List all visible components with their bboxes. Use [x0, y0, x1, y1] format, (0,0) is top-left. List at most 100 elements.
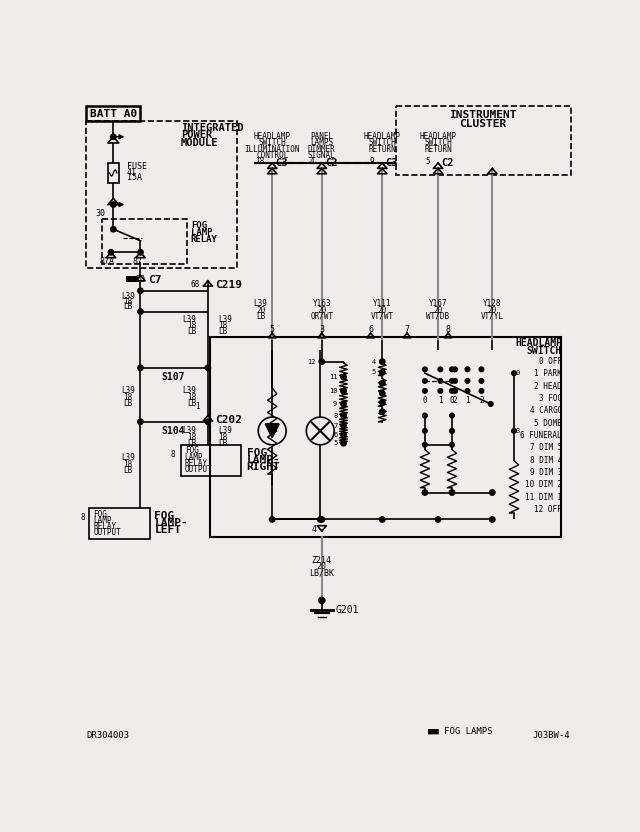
Circle shape: [511, 428, 516, 433]
Text: CONTROL: CONTROL: [256, 151, 289, 160]
Text: 8: 8: [80, 513, 84, 522]
Text: DR304003: DR304003: [86, 731, 129, 740]
Text: LAMP: LAMP: [93, 516, 111, 525]
Text: L39: L39: [253, 300, 268, 309]
Circle shape: [380, 359, 385, 364]
Text: OUTPUT: OUTPUT: [184, 465, 212, 474]
Text: 12 OFF: 12 OFF: [534, 505, 562, 514]
Text: OR/WT: OR/WT: [310, 312, 333, 320]
Bar: [180, 445, 241, 476]
Text: 1: 1: [195, 402, 200, 411]
Text: LB: LB: [187, 327, 196, 336]
Circle shape: [465, 389, 470, 394]
Text: 20: 20: [317, 305, 326, 314]
Text: LAMP-: LAMP-: [246, 455, 280, 465]
Text: SIGNAL: SIGNAL: [308, 151, 335, 160]
Text: L39: L39: [121, 453, 135, 463]
Text: 8: 8: [171, 449, 175, 458]
Text: 0: 0: [516, 370, 520, 376]
Text: LB: LB: [124, 399, 132, 408]
Text: LB/BK: LB/BK: [309, 568, 334, 577]
Text: WT/DB: WT/DB: [426, 312, 450, 320]
Circle shape: [380, 399, 385, 405]
Text: BATT A0: BATT A0: [90, 110, 137, 120]
Text: 18: 18: [255, 157, 264, 166]
Circle shape: [438, 389, 443, 394]
Circle shape: [111, 226, 116, 232]
Text: 6: 6: [333, 432, 337, 438]
Polygon shape: [265, 424, 279, 438]
Text: 20: 20: [256, 305, 265, 314]
Text: RETURN: RETURN: [424, 145, 452, 154]
Text: LB: LB: [187, 399, 196, 408]
Text: L39: L39: [121, 292, 135, 300]
Circle shape: [450, 443, 454, 447]
Text: LB: LB: [256, 312, 265, 320]
Text: 9: 9: [370, 157, 374, 166]
Circle shape: [422, 414, 428, 418]
Text: L39: L39: [182, 427, 196, 435]
Circle shape: [490, 490, 495, 495]
Text: ILLUMINATION: ILLUMINATION: [244, 145, 300, 154]
Circle shape: [340, 441, 346, 446]
Text: L39: L39: [121, 386, 135, 395]
Text: 12: 12: [307, 359, 316, 364]
Circle shape: [452, 379, 458, 384]
Text: C3: C3: [275, 158, 288, 168]
Text: 87A: 87A: [99, 257, 115, 266]
Text: 5: 5: [333, 440, 337, 446]
Text: RELAY: RELAY: [184, 458, 208, 468]
Text: 4 CARGO: 4 CARGO: [530, 406, 562, 415]
Circle shape: [422, 389, 428, 394]
Text: 18: 18: [187, 433, 196, 442]
Text: VT/YL: VT/YL: [481, 312, 504, 320]
Circle shape: [422, 443, 428, 447]
Text: 20: 20: [317, 562, 327, 571]
Text: C219: C219: [215, 280, 242, 290]
Text: C7: C7: [148, 275, 162, 285]
Text: SWITCH: SWITCH: [259, 138, 286, 147]
Text: 1: 1: [465, 396, 470, 404]
Bar: [102, 219, 187, 264]
Text: MODULE: MODULE: [180, 138, 218, 148]
Text: ■■ FOG LAMPS: ■■ FOG LAMPS: [428, 726, 492, 735]
Circle shape: [452, 389, 458, 394]
Text: LB: LB: [218, 327, 227, 336]
Circle shape: [319, 517, 324, 522]
Circle shape: [490, 517, 495, 522]
Text: 7: 7: [333, 423, 337, 428]
Text: 7: 7: [404, 324, 410, 334]
Text: HEADLAMP: HEADLAMP: [253, 132, 291, 141]
Circle shape: [205, 365, 211, 370]
Text: 8: 8: [333, 413, 337, 418]
Text: 30: 30: [95, 209, 106, 217]
Bar: [86, 106, 140, 121]
Text: S104: S104: [161, 426, 185, 436]
Text: RIGHT: RIGHT: [246, 462, 280, 472]
Text: 0: 0: [422, 396, 427, 404]
Text: LB: LB: [124, 466, 132, 475]
Text: 87: 87: [132, 257, 143, 266]
Bar: [396, 106, 572, 176]
Circle shape: [340, 413, 346, 418]
Text: 20: 20: [378, 305, 387, 314]
Circle shape: [380, 380, 385, 386]
Circle shape: [340, 432, 346, 438]
Circle shape: [452, 367, 458, 372]
Text: INSTRUMENT: INSTRUMENT: [449, 110, 516, 121]
Text: LB: LB: [187, 438, 196, 448]
Text: SWITCH: SWITCH: [369, 138, 396, 147]
Text: 5: 5: [372, 369, 376, 375]
Circle shape: [511, 371, 516, 375]
Text: 5: 5: [269, 324, 275, 334]
Text: 0: 0: [450, 396, 454, 404]
Circle shape: [449, 490, 454, 495]
Text: L39: L39: [218, 314, 232, 324]
Circle shape: [340, 423, 346, 428]
Text: LAMP: LAMP: [191, 228, 212, 237]
Text: 18: 18: [124, 393, 132, 402]
Circle shape: [450, 414, 454, 418]
Text: G201: G201: [336, 605, 359, 615]
Text: L39: L39: [182, 314, 196, 324]
Text: 8: 8: [445, 324, 451, 334]
